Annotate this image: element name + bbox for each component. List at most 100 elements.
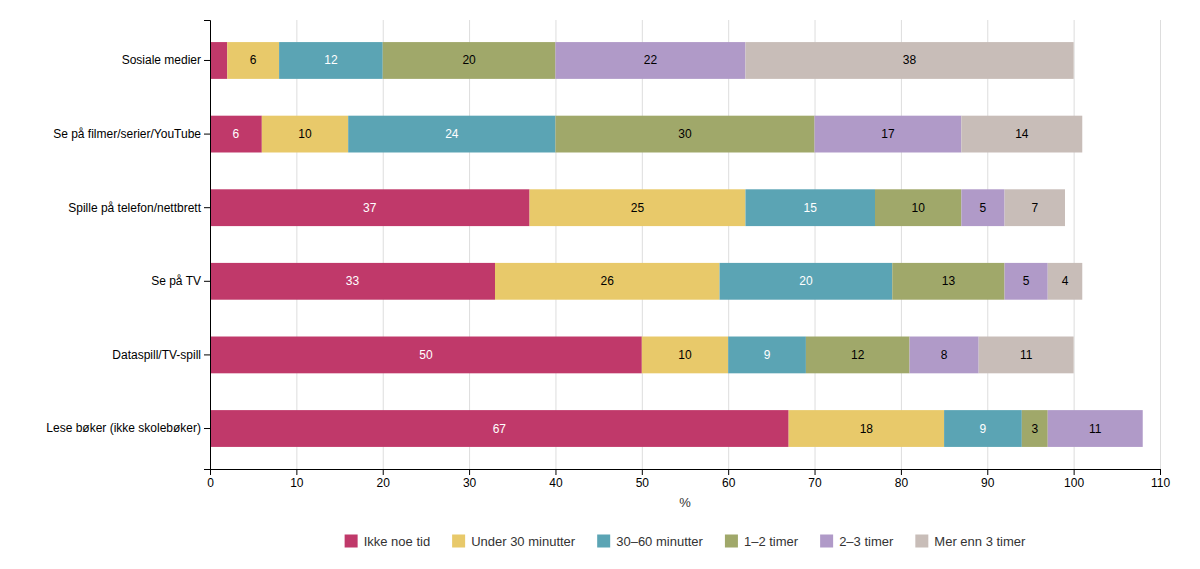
- data-label: 13: [942, 274, 956, 288]
- bar: [1005, 189, 1065, 226]
- bar: [642, 337, 728, 374]
- bar: [961, 116, 1082, 153]
- x-tick-label: 40: [549, 476, 563, 490]
- series-5: [745, 42, 1082, 373]
- y-tick: Sosiale medier: [122, 53, 210, 67]
- bar: [1142, 410, 1143, 447]
- bar: [1005, 263, 1048, 300]
- x-tick: 30: [463, 469, 477, 490]
- x-tick: 20: [377, 469, 391, 490]
- bar: [1048, 410, 1143, 447]
- bar: [944, 410, 1022, 447]
- y-tick-mark: [204, 281, 210, 282]
- grid-tick: [1074, 20, 1075, 469]
- x-tick-label: 80: [895, 476, 909, 490]
- grid-line: [383, 20, 384, 469]
- y-tick: Se på TV: [151, 274, 210, 288]
- data-label: 12: [324, 53, 338, 67]
- bar: [210, 263, 495, 300]
- x-tick-label: 20: [377, 476, 391, 490]
- legend-swatch: [452, 535, 465, 548]
- bar: [210, 116, 262, 153]
- x-tick-mark: [296, 469, 297, 475]
- data-label: 8: [941, 348, 948, 362]
- data-label: 26: [601, 274, 615, 288]
- series-3: [383, 42, 1048, 447]
- data-label: 11: [1089, 422, 1102, 436]
- grid-line: [901, 20, 902, 469]
- data-label: 6: [250, 53, 257, 67]
- data-label: 33: [346, 274, 360, 288]
- data-label: 38: [903, 53, 917, 67]
- bar: [279, 42, 383, 79]
- y-tick-label: Se på filmer/serier/YouTube: [53, 127, 201, 141]
- plot-area: 6373350676102526101812241520992030101312…: [46, 20, 1170, 510]
- data-label: 4: [1062, 274, 1069, 288]
- data-label: 7: [1031, 201, 1038, 215]
- x-tick: 70: [808, 469, 822, 490]
- x-tick-mark: [987, 469, 988, 475]
- bar: [961, 189, 1004, 226]
- bar: [1048, 263, 1083, 300]
- x-tick: 0: [207, 469, 214, 490]
- grid-tick: [1160, 20, 1161, 469]
- legend-label: Ikke noe tid: [364, 534, 431, 549]
- x-tick-label: 70: [808, 476, 822, 490]
- series-4: [555, 42, 1142, 447]
- grid-tick: [987, 20, 988, 469]
- y-tick-mark: [204, 354, 210, 355]
- chart-svg: 6373350676102526101812241520992030101312…: [0, 0, 1200, 569]
- bar: [555, 116, 814, 153]
- y-tick-label: Spille på telefon/nettbrett: [68, 201, 201, 215]
- bar: [210, 410, 789, 447]
- x-tick: 110: [1151, 469, 1170, 490]
- y-axis: Sosiale medier Se på filmer/serier/YouTub…: [46, 21, 210, 470]
- legend-swatch: [345, 535, 358, 548]
- data-label: 15: [804, 201, 818, 215]
- bar: [745, 189, 875, 226]
- x-tick: 40: [549, 469, 563, 490]
- bar: [815, 116, 962, 153]
- data-label: 10: [912, 201, 926, 215]
- y-tick-mark: [204, 60, 210, 61]
- x-tick-label: 90: [981, 476, 995, 490]
- grid-line: [1074, 20, 1075, 469]
- legend-label: Mer enn 3 timer: [934, 534, 1026, 549]
- legend-swatch: [820, 535, 833, 548]
- grid-line: [987, 20, 988, 469]
- data-label: 10: [298, 127, 312, 141]
- data-label: 12: [851, 348, 865, 362]
- grid-line: [555, 20, 556, 469]
- x-axis: 0102030405060708090100110: [207, 469, 1170, 490]
- bar: [530, 189, 746, 226]
- data-label: 3: [1031, 422, 1038, 436]
- bar: [383, 42, 556, 79]
- grid-line: [728, 20, 729, 469]
- x-tick: 90: [981, 469, 995, 490]
- x-axis-line: [211, 470, 1161, 476]
- x-tick: 10: [290, 469, 304, 490]
- data-label: 24: [445, 127, 459, 141]
- x-tick-label: 50: [636, 476, 650, 490]
- legend: Ikke noe tidUnder 30 minutter30–60 minut…: [345, 534, 1026, 549]
- legend-swatch: [597, 535, 610, 548]
- y-tick-label: Sosiale medier: [122, 53, 201, 67]
- data-label: 67: [493, 422, 507, 436]
- y-tick-mark: [204, 134, 210, 135]
- grid-tick: [469, 20, 470, 469]
- legend-label: 30–60 minutter: [616, 534, 703, 549]
- legend-item: Mer enn 3 timer: [915, 534, 1026, 549]
- y-tick-label: Lese bøker (ikke skolebøker): [46, 421, 201, 435]
- data-label: 10: [678, 348, 692, 362]
- y-tick-label: Se på TV: [151, 274, 201, 288]
- x-tick-mark: [728, 469, 729, 475]
- legend-item: 30–60 minutter: [597, 534, 703, 549]
- x-tick: 80: [895, 469, 909, 490]
- series-2: [279, 42, 1022, 447]
- data-labels: 6373350676102526101812241520992030101312…: [233, 53, 1102, 435]
- data-label: 9: [764, 348, 771, 362]
- grid-tick: [296, 20, 297, 469]
- data-label: 5: [980, 201, 987, 215]
- x-tick-label: 10: [290, 476, 304, 490]
- grid-tick: [383, 20, 384, 469]
